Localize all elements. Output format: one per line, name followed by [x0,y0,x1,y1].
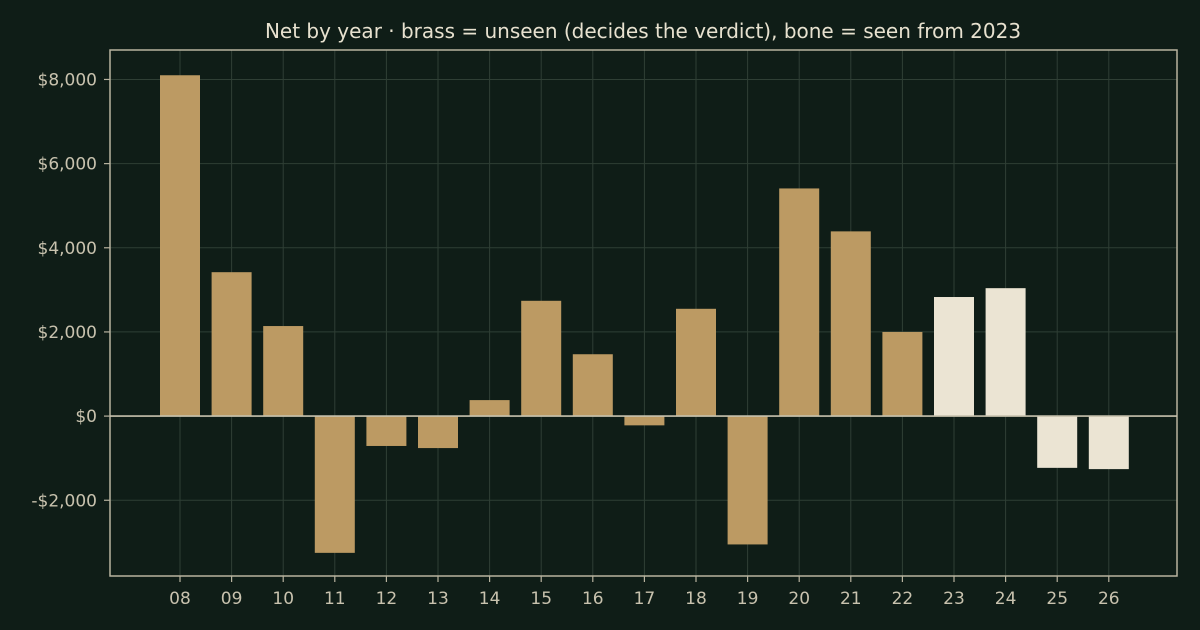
axis-layer [109,49,1178,577]
x-tick-label: 18 [685,589,707,609]
bar-14 [469,400,510,417]
bar-16 [572,354,613,417]
x-tick-label: 16 [582,589,604,609]
x-tick-label: 25 [1046,589,1068,609]
x-tick-label: 19 [737,589,759,609]
bar-10 [263,326,304,417]
x-tick-label: 08 [169,589,191,609]
plot-frame [109,49,1178,577]
x-tick-label: 21 [840,589,862,609]
x-tick-label: 22 [892,589,914,609]
x-tick-label: 26 [1098,589,1120,609]
bar-21 [830,231,871,417]
x-tick-label: 24 [995,589,1017,609]
bar-24 [985,288,1026,417]
bar-25 [1037,416,1078,468]
bar-23 [934,297,974,417]
x-tick-label: 10 [272,589,294,609]
x-tick-label: 12 [376,589,398,609]
bar-17 [624,416,665,426]
bar-19 [727,416,768,545]
x-tick-label: 15 [530,589,552,609]
x-tick-label: 11 [324,589,346,609]
x-tick-label: 17 [634,589,656,609]
bar-22 [882,331,923,417]
ticks-layer: $8,000 $6,000 $4,000 $2,000 $0 -$2,000 08 09 10 1… [31,70,1119,609]
bar-13 [418,416,458,449]
y-tick-label: -$2,000 [31,491,97,511]
y-tick-label: $4,000 [38,239,97,259]
bar-09 [211,272,252,417]
y-tick-label: $8,000 [38,70,97,90]
y-tick-label: $6,000 [38,155,97,175]
bar-15 [521,300,562,417]
bar-20 [779,188,820,417]
chart-title: Net by year · brass = unseen (decides th… [265,19,1021,43]
bars-layer [160,75,1129,553]
bar-11 [314,416,355,553]
y-tick-label: $0 [75,407,97,427]
x-tick-label: 14 [479,589,501,609]
bar-08 [160,75,200,417]
bar-26 [1088,416,1129,470]
bar-18 [676,308,716,417]
x-tick-label: 09 [221,589,243,609]
x-tick-label: 13 [427,589,449,609]
x-tick-label: 23 [943,589,965,609]
bar-12 [366,416,407,446]
x-tick-label: 20 [788,589,810,609]
y-tick-label: $2,000 [38,323,97,343]
